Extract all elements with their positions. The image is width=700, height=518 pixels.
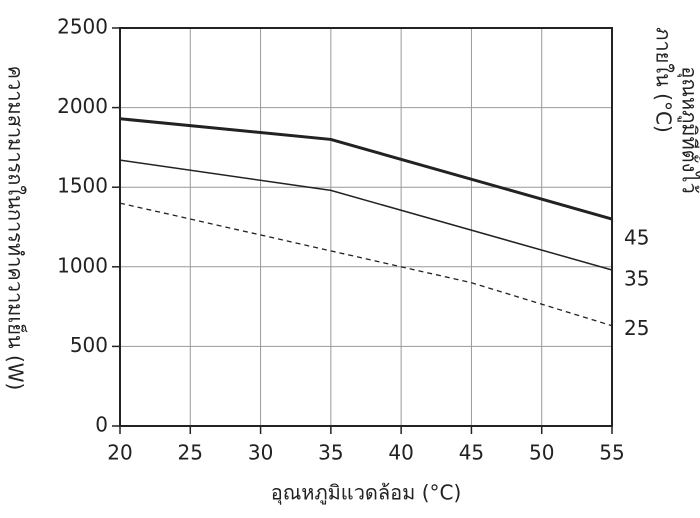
- x-tick-label: 45: [459, 441, 484, 465]
- y2-axis-label: ภายใน (°C): [652, 27, 676, 133]
- y-tick-label: 0: [95, 413, 108, 437]
- plot-frame: [119, 27, 613, 427]
- y-tick-label: 500: [70, 333, 108, 357]
- x-tick-label: 25: [178, 441, 203, 465]
- x-tick-label: 35: [318, 441, 343, 465]
- legend-label: 45: [624, 226, 649, 250]
- x-tick-label: 30: [248, 441, 273, 465]
- line-series: [119, 202, 613, 327]
- y-tick-label: 1500: [57, 174, 108, 198]
- x-tick-label: 40: [388, 441, 413, 465]
- x-tick-label: 55: [599, 441, 624, 465]
- legend-label: 25: [624, 316, 649, 340]
- x-tick-label: 50: [529, 441, 554, 465]
- y-tick-label: 2500: [57, 15, 108, 39]
- legend-label: 35: [624, 266, 649, 290]
- y-tick-label: 2000: [57, 94, 108, 118]
- y2-axis-label: อุณหภูมิที่ตั้งไว้: [677, 66, 700, 193]
- x-tick-label: 20: [107, 441, 132, 465]
- line-series: [119, 159, 613, 271]
- y-tick-label: 1000: [57, 253, 108, 277]
- x-axis-label: อุณหภูมิแวดล้อม (°C): [271, 481, 462, 506]
- line-series: [119, 117, 613, 221]
- y-axis-label: ความสามารถในการทำความเย็น (W): [4, 66, 29, 391]
